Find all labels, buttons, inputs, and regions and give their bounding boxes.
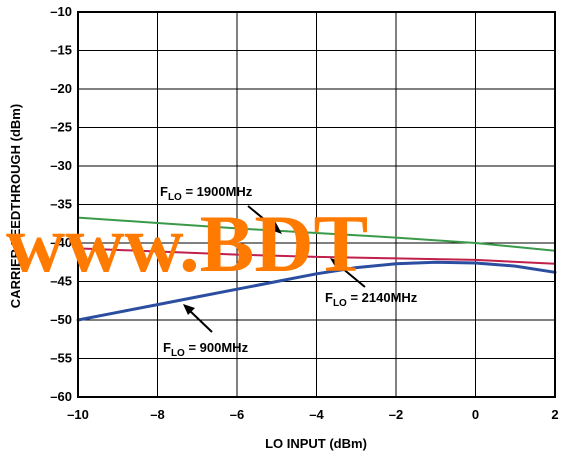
annotation-2140mhz-arrowhead: [330, 258, 343, 270]
watermark: www.BDT: [6, 198, 368, 289]
annotation-2140mhz-suffix: = 2140MHz: [347, 290, 418, 305]
annotation-900mhz-arrow: [188, 309, 213, 333]
x-tick-label: –8: [150, 407, 164, 422]
series-line-1: [77, 247, 556, 265]
annotation-2140mhz-prefix: F: [325, 290, 333, 305]
x-tick-label: 0: [472, 407, 479, 422]
x-tick-label: –4: [309, 407, 324, 422]
y-tick-label: –50: [50, 312, 72, 327]
svg-text:FLO = 900MHz: FLO = 900MHz: [163, 340, 249, 359]
y-axis-title: CARRIER FEEDTHROUGH (dBm): [8, 104, 23, 308]
series-lines: [76, 216, 557, 322]
y-tick-label: –15: [50, 43, 72, 58]
tick-labels: –10 –8 –6 –4 –2 0 2–10–15–20–25–30–35–40–45–50…: [50, 4, 558, 422]
y-tick-label: –60: [50, 389, 72, 404]
series-line-2: [76, 260, 557, 322]
annotation-900mhz-arrowhead: [183, 304, 195, 315]
x-axis-title: LO INPUT (dBm): [265, 436, 367, 451]
x-tick-label: –10: [67, 407, 89, 422]
annotation-900mhz-sub: LO: [171, 348, 185, 359]
annotation-2140mhz-arrow: [335, 262, 366, 288]
y-tick-label: –25: [50, 120, 72, 135]
x-tick-label: 2: [551, 407, 558, 422]
annotation-2140mhz-sub: LO: [333, 298, 347, 309]
series-line-0: [77, 216, 556, 252]
x-tick-label: –6: [230, 407, 244, 422]
x-tick-label: –2: [389, 407, 403, 422]
annotation-1900mhz-sub: LO: [168, 192, 182, 203]
annotation-1900mhz-arrowhead: [268, 221, 282, 234]
y-tick-label: –10: [50, 4, 72, 19]
y-tick-label: –35: [50, 197, 72, 212]
y-tick-label: –30: [50, 158, 72, 173]
y-tick-label: –20: [50, 81, 72, 96]
annotation-1900mhz-arrow: [247, 205, 277, 230]
annotation-900mhz: FLO = 900MHz: [163, 304, 249, 359]
y-tick-label: –40: [50, 235, 72, 250]
plot-border: [77, 11, 556, 398]
annotation-2140mhz: FLO = 2140MHz: [325, 258, 418, 309]
y-tick-label: –55: [50, 351, 72, 366]
annotation-1900mhz: FLO = 1900MHz: [160, 184, 282, 234]
annotation-900mhz-suffix: = 900MHz: [185, 340, 249, 355]
plot-frame: [77, 11, 556, 398]
annotation-1900mhz-prefix: F: [160, 184, 168, 199]
y-tick-label: –45: [50, 274, 72, 289]
annotation-900mhz-prefix: F: [163, 340, 171, 355]
svg-text:FLO = 1900MHz: FLO = 1900MHz: [160, 184, 253, 203]
annotation-1900mhz-suffix: = 1900MHz: [182, 184, 253, 199]
svg-text:FLO = 2140MHz: FLO = 2140MHz: [325, 290, 418, 309]
